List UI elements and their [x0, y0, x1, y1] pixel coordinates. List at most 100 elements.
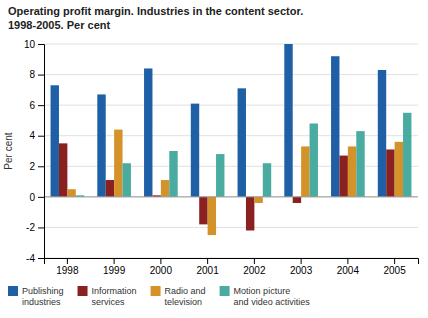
legend-item: Publishingindustries: [8, 286, 64, 307]
legend-item: Informationservices: [78, 286, 137, 307]
bar: [208, 197, 216, 235]
x-tick-label: 2000: [150, 265, 173, 276]
y-tick-label: 4: [29, 130, 35, 141]
text-line: Information: [92, 286, 137, 296]
legend-label: Radio andtelevision: [165, 286, 206, 307]
y-tick-label: 2: [29, 161, 35, 172]
bar: [348, 146, 356, 196]
bar: [161, 180, 169, 197]
x-tick-mark: [301, 258, 302, 264]
x-tick-mark: [347, 258, 348, 264]
bar: [199, 197, 207, 225]
y-tick-mark: [38, 258, 44, 259]
plot: -4 -2 0 2 4 6 8 10 1998 1999 2000 2001 2002 2003 2004 2…: [24, 39, 419, 276]
text-line: Publishing: [22, 286, 64, 296]
y-tick-mark: [38, 166, 44, 167]
x-tick-mark: [67, 258, 68, 264]
bar: [339, 156, 347, 197]
bar: [191, 104, 199, 197]
legend-label: Motion pictureand video activities: [234, 286, 311, 307]
x-tick-label: 1999: [103, 265, 126, 276]
bar: [263, 163, 271, 197]
bar: [97, 94, 105, 196]
bar: [331, 56, 339, 197]
x-tick-mark: [207, 258, 208, 264]
y-tick-mark: [38, 136, 44, 137]
chart: Operating profit margin. Industries in t…: [0, 0, 428, 318]
bar: [310, 123, 318, 196]
text-line: television: [165, 297, 203, 307]
y-tick-mark: [38, 75, 44, 76]
y-tick: -2: [26, 222, 44, 233]
x-tick-mark: [160, 258, 161, 264]
y-tick-label: 10: [24, 39, 36, 50]
x-tick-mark: [394, 258, 395, 264]
bar: [395, 142, 403, 197]
x-tick: 1999: [103, 258, 126, 276]
bar-series: [51, 44, 387, 197]
y-tick: 2: [29, 161, 44, 172]
x-tick: 1998: [56, 258, 79, 276]
bar-series: [67, 130, 403, 235]
bar: [144, 68, 152, 196]
text-line: Radio and: [165, 286, 206, 296]
bar: [293, 197, 301, 203]
x-tick-mark: [114, 258, 115, 264]
legend-swatch: [151, 286, 161, 296]
x-tick-label: 1998: [56, 265, 79, 276]
grid-line: [44, 74, 418, 75]
x-tick-label: 2003: [290, 265, 313, 276]
x-tick: 2001: [197, 258, 220, 276]
bar-series: [59, 143, 395, 230]
y-tick-label: 8: [29, 69, 35, 80]
bar: [238, 88, 246, 197]
y-axis-line: [38, 45, 45, 259]
legend-item: Motion pictureand video activities: [220, 286, 311, 307]
text-line: and video activities: [234, 297, 311, 307]
bar: [356, 131, 364, 197]
bar: [246, 197, 254, 231]
y-tick: 8: [29, 69, 44, 80]
legend-item: Radio andtelevision: [151, 286, 206, 307]
y-tick-label: -4: [26, 253, 35, 264]
bar: [403, 113, 411, 197]
bar: [254, 197, 262, 203]
bar: [216, 154, 224, 197]
title: Operating profit margin. Industries in t…: [8, 5, 303, 31]
x-tick-label: 2004: [337, 265, 360, 276]
bar: [386, 149, 394, 196]
y-axis: -4 -2 0 2 4 6 8 10: [24, 39, 45, 264]
bar: [378, 70, 386, 197]
grid-line: [44, 227, 418, 228]
y-tick-mark: [38, 197, 44, 198]
bar: [284, 44, 292, 197]
legend: Publishingindustries Informationservices R…: [8, 286, 310, 307]
bar-series: [76, 113, 412, 197]
x-tick: 2002: [243, 258, 266, 276]
y-tick: -4: [26, 253, 44, 264]
legend-swatch: [8, 286, 18, 296]
y-tick-label: 0: [29, 192, 35, 203]
y-tick: 0: [29, 192, 44, 203]
text-line: industries: [22, 297, 61, 307]
x-tick-mark: [254, 258, 255, 264]
y-tick-label: 6: [29, 100, 35, 111]
y-tick: 6: [29, 100, 44, 111]
legend-label: Informationservices: [92, 286, 137, 307]
x-tick-label: 2005: [384, 265, 407, 276]
bar: [106, 180, 114, 197]
legend-swatch: [220, 286, 230, 296]
bar: [67, 189, 75, 197]
text-line: services: [92, 297, 126, 307]
bar: [123, 163, 131, 197]
legend-label: Publishingindustries: [22, 286, 64, 307]
x-tick: 2003: [290, 258, 313, 276]
legend-swatch: [78, 286, 88, 296]
x-tick: 2004: [337, 258, 360, 276]
bar: [51, 85, 59, 197]
x-tick: 2000: [150, 258, 173, 276]
grid-line: [44, 44, 418, 45]
x-axis: 1998 1999 2000 2001 2002 2003 2004 2005: [45, 258, 419, 276]
bar: [59, 143, 67, 197]
text-line: 1998-2005. Per cent: [8, 19, 110, 31]
